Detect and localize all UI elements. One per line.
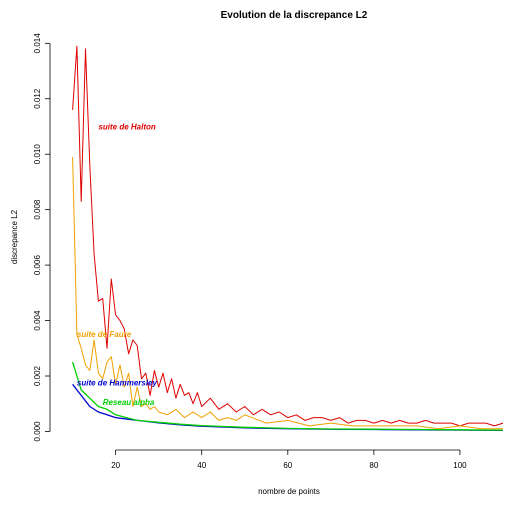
series-line-1 [72,156,503,430]
series-label-1: suite de Faure [77,330,132,339]
series-lines [71,45,504,431]
y-tick-label: 0.000 [33,421,42,442]
x-tick-label: 40 [197,461,206,470]
series-label-3: Reseau alpha [103,398,155,407]
y-tick-label: 0.014 [33,33,42,54]
y-tick-label: 0.008 [33,199,42,220]
x-tick-label: 100 [453,461,467,470]
x-axis: 20 40 60 80 100 [111,449,467,470]
series-line-0 [72,45,504,427]
chart-title: Evolution de la discrepance L2 [221,10,368,21]
y-tick-label: 0.010 [33,144,42,165]
y-axis-label: discrepance L2 [10,209,19,264]
x-axis-label: nombre de points [258,487,320,496]
x-tick-label: 60 [283,461,292,470]
y-axis: 0.000 0.002 0.004 0.006 0.008 0.010 0.012 0.014 [33,33,51,442]
series-label-2: suite de Hammersley [77,379,158,388]
series-label-0: suite de Halton [98,122,155,131]
series-labels: suite de Halton suite de Faure suite de Ha… [77,122,158,407]
y-tick-label: 0.004 [33,310,42,331]
y-tick-label: 0.006 [33,255,42,276]
y-tick-label: 0.012 [33,88,42,109]
series-line-3 [71,361,504,431]
x-tick-label: 80 [369,461,378,470]
x-tick-label: 20 [111,461,120,470]
y-tick-label: 0.002 [33,365,42,386]
